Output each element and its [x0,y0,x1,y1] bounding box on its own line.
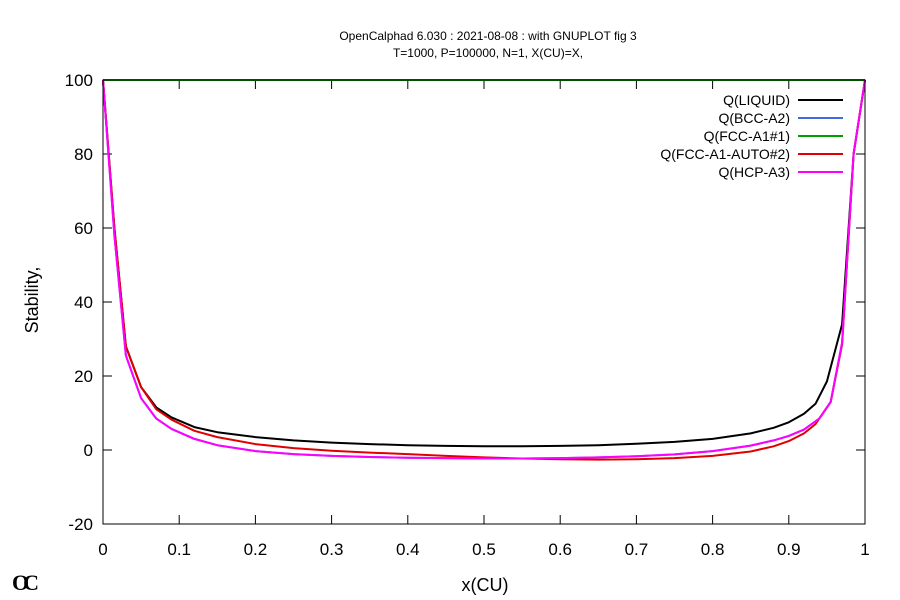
opencalphad-logo: OC [12,570,38,595]
legend-label-q-hcp-a3: Q(HCP-A3) [718,164,790,180]
x-tick-label: 0.4 [396,540,420,559]
chart-subtitle: T=1000, P=100000, N=1, X(CU)=X, [393,46,583,60]
y-tick-label: 0 [84,441,93,460]
x-tick-label: 0.9 [777,540,801,559]
x-tick-label: 0 [98,540,107,559]
series-line-q-hcp-a3 [102,79,866,460]
legend-label-q-fcc-a1-1: Q(FCC-A1#1) [704,128,790,144]
y-axis-ticks: -20 0 20 40 60 80 100 [65,71,865,534]
legend-label-q-fcc-a1-auto-2: Q(FCC-A1-AUTO#2) [660,146,790,162]
y-tick-label: 20 [74,367,93,386]
y-tick-label: -20 [68,515,93,534]
plot-frame [102,79,866,525]
x-tick-label: 0.5 [472,540,496,559]
x-tick-label: 1 [860,540,869,559]
x-tick-label: 0.2 [244,540,268,559]
y-tick-label: 100 [65,71,93,90]
series-line-q-liquid [102,79,866,448]
y-tick-label: 40 [74,293,93,312]
chart-title: OpenCalphad 6.030 : 2021-08-08 : with GN… [339,29,637,43]
x-tick-label: 0.8 [701,540,725,559]
y-axis-label: Stability, [22,267,42,334]
legend: Q(LIQUID) Q(BCC-A2) Q(FCC-A1#1) Q(FCC-A1-AU… [660,92,843,180]
x-tick-label: 0.1 [167,540,191,559]
x-tick-label: 0.3 [320,540,344,559]
y-tick-label: 80 [74,145,93,164]
legend-label-q-bcc-a2: Q(BCC-A2) [718,110,790,126]
x-axis-label: x(CU) [462,575,509,595]
x-tick-label: 0.6 [548,540,572,559]
legend-label-q-liquid: Q(LIQUID) [723,92,790,108]
y-tick-label: 60 [74,219,93,238]
x-tick-label: 0.7 [625,540,649,559]
x-axis-ticks: 0 0.1 0.2 0.3 0.4 0.5 0.6 0.7 0.8 0.9 1 [98,80,870,559]
